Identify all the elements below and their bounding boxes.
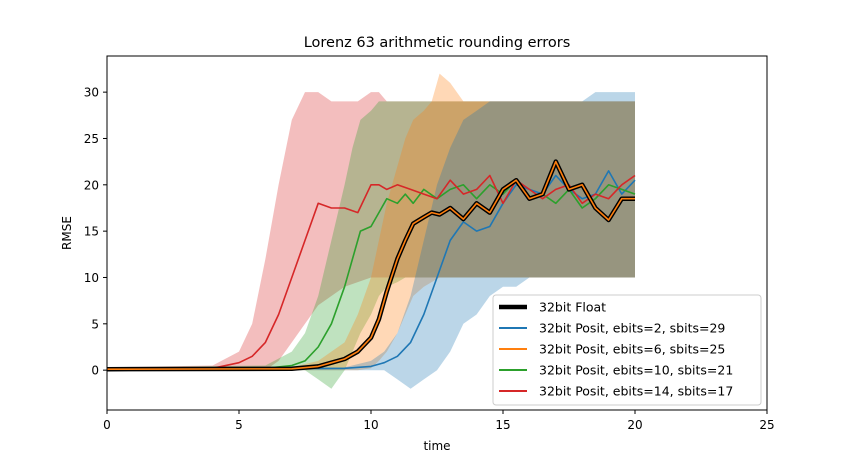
legend-box xyxy=(492,294,762,406)
x-axis-label: time xyxy=(423,439,450,453)
chart-title: Lorenz 63 arithmetic rounding errors xyxy=(304,35,571,51)
band-4 xyxy=(107,92,635,371)
x-tick-label: 10 xyxy=(363,418,378,432)
legend: 32bit Float 32bit Posit, ebits=2, sbits=2… xyxy=(492,294,762,406)
legend-entry: 32bit Posit, ebits=6, sbits=25 xyxy=(539,342,725,357)
series-line-1 xyxy=(106,170,636,370)
x-tick-label: 20 xyxy=(627,418,642,432)
series-lines xyxy=(106,159,636,372)
x-axis-ticks: 0 5 10 15 20 25 xyxy=(103,410,775,432)
x-tick-label: 0 xyxy=(103,418,111,432)
y-tick-label: 15 xyxy=(84,225,99,239)
plot-frame xyxy=(106,55,768,411)
band-1 xyxy=(107,92,635,389)
x-tick-label: 5 xyxy=(235,418,243,432)
series-line-3 xyxy=(106,179,636,370)
series-line-orange-overlay xyxy=(106,160,635,370)
x-tick-label: 25 xyxy=(759,418,774,432)
legend-entry: 32bit Float xyxy=(539,300,606,315)
uncertainty-bands xyxy=(107,73,635,389)
legend-entry: 32bit Posit, ebits=14, sbits=17 xyxy=(539,384,733,399)
y-tick-label: 10 xyxy=(84,271,99,285)
series-line-4 xyxy=(106,174,636,370)
legend-entry: 32bit Posit, ebits=10, sbits=21 xyxy=(539,363,733,378)
x-tick-label: 15 xyxy=(495,418,510,432)
y-tick-label: 5 xyxy=(91,317,99,331)
y-tick-label: 20 xyxy=(84,178,99,192)
band-3 xyxy=(107,101,635,389)
y-axis-ticks: 0 5 10 15 20 25 30 xyxy=(84,86,107,378)
y-axis-label: RMSE xyxy=(60,216,74,250)
y-tick-label: 25 xyxy=(84,132,99,146)
y-tick-label: 30 xyxy=(84,86,99,100)
legend-entry: 32bit Posit, ebits=2, sbits=29 xyxy=(539,321,725,336)
y-tick-label: 0 xyxy=(91,364,99,378)
band-2 xyxy=(107,73,635,371)
